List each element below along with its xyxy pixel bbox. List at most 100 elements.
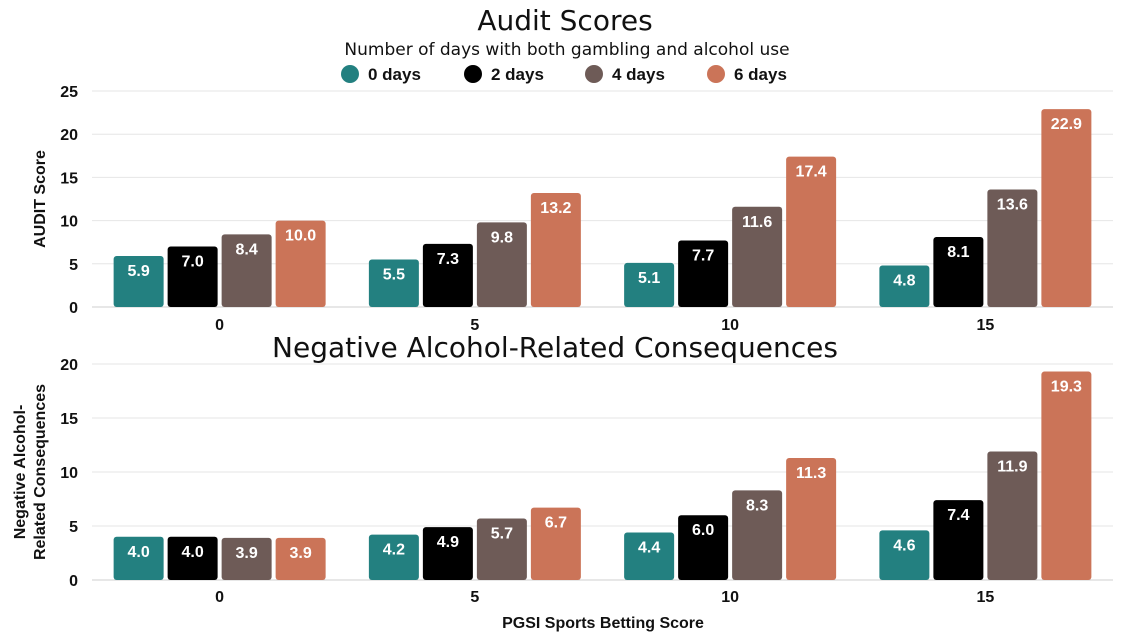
data-label: 6.7 (545, 515, 567, 532)
y-tick-label: 20 (60, 127, 78, 144)
bar-6-days-5 (530, 507, 581, 580)
data-label: 4.9 (437, 534, 459, 551)
bar-2-days-15 (933, 237, 984, 307)
x-tick-label: 0 (215, 317, 224, 334)
bar-2-days-0 (167, 246, 218, 307)
bar-2-days-15 (933, 500, 984, 580)
bar-4-days-0 (221, 234, 272, 307)
data-label: 4.0 (128, 544, 150, 561)
y-tick-label: 5 (69, 257, 78, 274)
y-tick-label: 0 (69, 573, 78, 590)
bar-2-days-10 (678, 515, 729, 580)
bar-4-days-15 (987, 451, 1038, 580)
bar-2-days-5 (422, 243, 473, 307)
data-label: 5.9 (128, 263, 150, 280)
legend-label-6-days: 6 days (734, 65, 787, 84)
bar-0-days-5 (368, 534, 419, 580)
y-tick-label: 20 (60, 357, 78, 374)
x-tick-label: 5 (470, 589, 479, 606)
y-axis-label-line: Related Consequences (32, 384, 49, 560)
y-tick-label: 15 (60, 170, 78, 187)
data-label: 19.3 (1051, 379, 1082, 396)
data-label: 11.3 (796, 465, 826, 482)
y-axis-label: Negative Alcohol- Related Consequences (12, 384, 49, 560)
legend: 0 days 2 days 4 days 6 days (341, 65, 787, 84)
bar-4-days-10 (732, 490, 783, 580)
x-tick-label: 0 (215, 589, 224, 606)
data-label: 4.4 (638, 539, 660, 556)
data-label: 5.1 (638, 270, 660, 287)
data-label: 8.3 (746, 497, 768, 514)
data-label: 11.6 (742, 214, 772, 231)
data-label: 4.2 (383, 542, 405, 559)
bar-6-days-0 (275, 537, 326, 580)
data-label: 11.9 (997, 458, 1027, 475)
legend-label-4-days: 4 days (612, 65, 665, 84)
y-axis-label-line: Negative Alcohol- (12, 405, 29, 540)
data-label: 22.9 (1051, 116, 1082, 133)
y-axis-label: AUDIT Score (32, 150, 49, 248)
bar-6-days-15 (1041, 109, 1092, 307)
bar-6-days-15 (1041, 371, 1092, 580)
y-axis-label-line: AUDIT Score (32, 150, 49, 248)
data-label: 5.5 (383, 266, 405, 283)
x-tick-label: 10 (721, 317, 739, 334)
bar-0-days-5 (368, 259, 419, 307)
bar-4-days-5 (476, 518, 527, 580)
data-label: 7.0 (182, 254, 204, 271)
data-label: 7.7 (692, 247, 714, 264)
data-label: 4.8 (893, 273, 915, 290)
data-label: 4.6 (893, 537, 915, 554)
legend-swatch-6-days (707, 65, 725, 83)
bar-6-days-10 (786, 156, 837, 307)
x-axis-label: PGSI Sports Betting Score (502, 615, 704, 632)
y-tick-label: 10 (60, 465, 78, 482)
bar-6-days-10 (786, 457, 837, 580)
data-label: 5.7 (491, 525, 513, 542)
y-tick-label: 15 (60, 411, 78, 428)
data-label: 8.4 (236, 241, 258, 258)
y-tick-label: 5 (69, 519, 78, 536)
data-label: 4.0 (182, 544, 204, 561)
data-label: 13.6 (997, 196, 1028, 213)
x-tick-label: 5 (470, 317, 479, 334)
data-label: 3.9 (290, 545, 312, 562)
data-label: 3.9 (236, 545, 258, 562)
data-label: 8.1 (947, 244, 969, 261)
consequences-panel: 0 5 10 15 20 Negative Alcohol- Related Consequ… (12, 357, 1113, 606)
bar-6-days-0 (275, 220, 326, 307)
bar-0-days-15 (879, 265, 930, 307)
legend-label-0-days: 0 days (368, 65, 421, 84)
y-tick-label: 0 (69, 300, 78, 317)
x-tick-label: 15 (976, 317, 994, 334)
chart-title-consequences: Negative Alcohol-Related Consequences (272, 331, 838, 364)
x-tick-label: 10 (721, 589, 739, 606)
bar-4-days-15 (987, 189, 1038, 307)
bar-4-days-5 (476, 222, 527, 307)
chart-title-audit: Audit Scores (477, 4, 652, 37)
data-label: 7.3 (437, 251, 459, 268)
bar-4-days-10 (732, 206, 783, 307)
bar-0-days-0 (113, 256, 164, 307)
data-label: 10.0 (285, 228, 316, 245)
bar-2-days-0 (167, 536, 218, 580)
data-label: 17.4 (796, 164, 827, 181)
bar-0-days-0 (113, 536, 164, 580)
data-label: 13.2 (540, 200, 571, 217)
bar-2-days-5 (422, 527, 473, 580)
bar-0-days-10 (624, 532, 675, 580)
y-tick-label: 25 (60, 84, 78, 101)
audit-scores-panel: 0 5 10 15 20 25 AUDIT Score 0 5.9 7.0 8.4 10.0 5 5.5 7… (32, 84, 1113, 334)
bar-0-days-10 (624, 262, 675, 307)
bar-0-days-15 (879, 530, 930, 580)
legend-swatch-2-days (464, 65, 482, 83)
legend-title: Number of days with both gambling and al… (344, 40, 789, 60)
data-label: 6.0 (692, 522, 714, 539)
bar-6-days-5 (530, 192, 581, 307)
bar-4-days-0 (221, 537, 272, 580)
data-label: 9.8 (491, 229, 513, 246)
legend-label-2-days: 2 days (491, 65, 544, 84)
bar-2-days-10 (678, 240, 729, 307)
legend-swatch-4-days (585, 65, 603, 83)
